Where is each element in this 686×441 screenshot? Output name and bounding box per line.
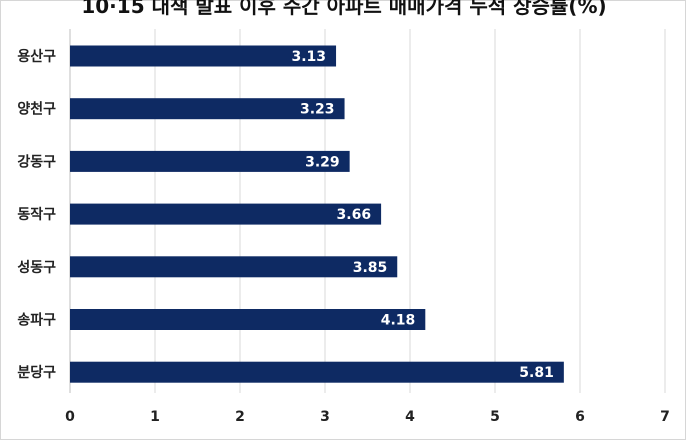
data-label: 3.29	[305, 154, 340, 170]
data-label: 5.81	[519, 365, 554, 381]
category-label: 동작구	[17, 206, 56, 223]
data-label: 3.85	[353, 260, 388, 276]
category-label: 강동구	[17, 153, 56, 170]
data-label: 3.66	[337, 207, 372, 223]
category-label: 분당구	[17, 364, 56, 381]
x-tick-label: 7	[660, 409, 670, 425]
bar-4	[70, 203, 382, 225]
bar-2	[70, 98, 345, 120]
data-label: 3.13	[292, 49, 327, 65]
x-tick-label: 3	[320, 409, 330, 425]
chart-title: 10·15 대책 발표 이후 주간 아파트 매매가격 누적 상승률(%)	[81, 0, 607, 18]
category-label: 성동구	[17, 260, 56, 276]
x-tick-label: 5	[490, 409, 500, 425]
x-tick-label: 1	[150, 409, 160, 425]
data-label: 3.23	[300, 102, 335, 118]
x-tick-labels: 0 1 2 3 4 5 6 7	[65, 409, 670, 425]
bar-5	[70, 256, 398, 278]
x-tick-label: 4	[405, 409, 415, 425]
bar-1	[70, 45, 337, 67]
category-label: 양천구	[17, 102, 56, 118]
bar-3	[70, 150, 350, 172]
category-label: 용산구	[17, 48, 56, 65]
x-tick-label: 6	[575, 409, 585, 425]
bar-7	[70, 361, 564, 383]
x-tick-label: 0	[65, 409, 75, 425]
x-tick-label: 2	[235, 409, 245, 425]
data-label: 4.18	[381, 313, 416, 329]
bar-6	[70, 309, 426, 330]
bars: 3.13 3.23 3.29 3.66 3.85 4.18 5.81	[70, 45, 564, 383]
category-label: 송파구	[17, 313, 56, 329]
